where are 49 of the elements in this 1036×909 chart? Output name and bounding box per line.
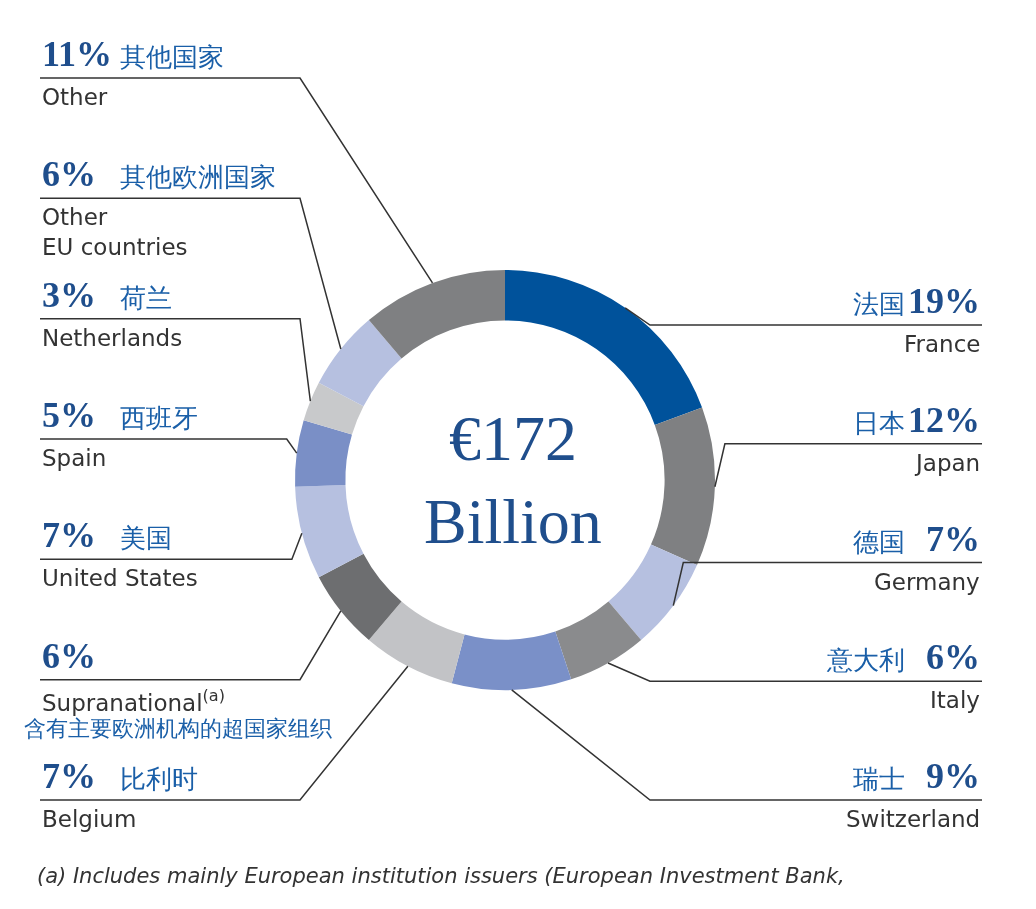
text: €172 Billion [424, 403, 602, 558]
text: 法国 [853, 289, 905, 319]
text: 西班牙 [120, 403, 198, 433]
slice-label: Netherlands [42, 325, 183, 351]
text: 日本 [853, 408, 905, 438]
slice-label: Spain [42, 445, 107, 471]
data-label: 11% [42, 34, 113, 74]
donut-slice [295, 485, 364, 578]
text: 美国 [120, 523, 172, 553]
slice-label: Japan [914, 450, 981, 476]
slice-label: Germany [874, 569, 980, 595]
text: 德国 [853, 527, 905, 557]
text: 意大利 [826, 645, 905, 675]
data-label: 6% [42, 154, 96, 194]
data-label: 6% [42, 636, 96, 676]
data-label: 12% [908, 400, 980, 440]
slice-label: Supranational$^{(a)}$ [42, 686, 225, 716]
data-label: 3% [42, 275, 96, 315]
text: 荷兰 [120, 283, 172, 313]
slice-label: Belgium [42, 806, 137, 832]
slice-label: Other EU countries [42, 204, 188, 260]
slice-label: France [904, 331, 981, 357]
donut-slice [295, 420, 352, 487]
data-label: 19% [908, 281, 980, 321]
data-label: 7% [926, 519, 980, 559]
text: 其他国家 [120, 42, 224, 72]
donut-slice [368, 270, 505, 359]
text: 比利时 [120, 764, 198, 794]
donut-slice [303, 382, 364, 435]
data-label: 6% [926, 637, 980, 677]
text: 其他欧洲国家 [120, 162, 276, 192]
data-label: 7% [42, 515, 96, 555]
donut-slice [318, 553, 402, 640]
data-label: 5% [42, 395, 96, 435]
donut-slice [650, 407, 715, 565]
data-label: 7% [42, 756, 96, 796]
slice-label: United States [42, 565, 198, 591]
data-label: 9% [926, 756, 980, 796]
donut-slice [368, 601, 465, 684]
donut-slice [451, 631, 572, 690]
slice-label: Switzerland [846, 806, 981, 832]
slice-label: Other [42, 84, 108, 110]
slice-label: Italy [930, 687, 980, 713]
text: 含有主要欧洲机构的超国家组织 [24, 716, 332, 741]
donut-slice [555, 601, 642, 680]
donut-slice [608, 544, 698, 640]
donut-slice [318, 320, 402, 407]
text: 瑞士 [853, 764, 905, 794]
text: (a) Includes mainly European institution issuers (European Investment Bank, [37, 864, 845, 888]
